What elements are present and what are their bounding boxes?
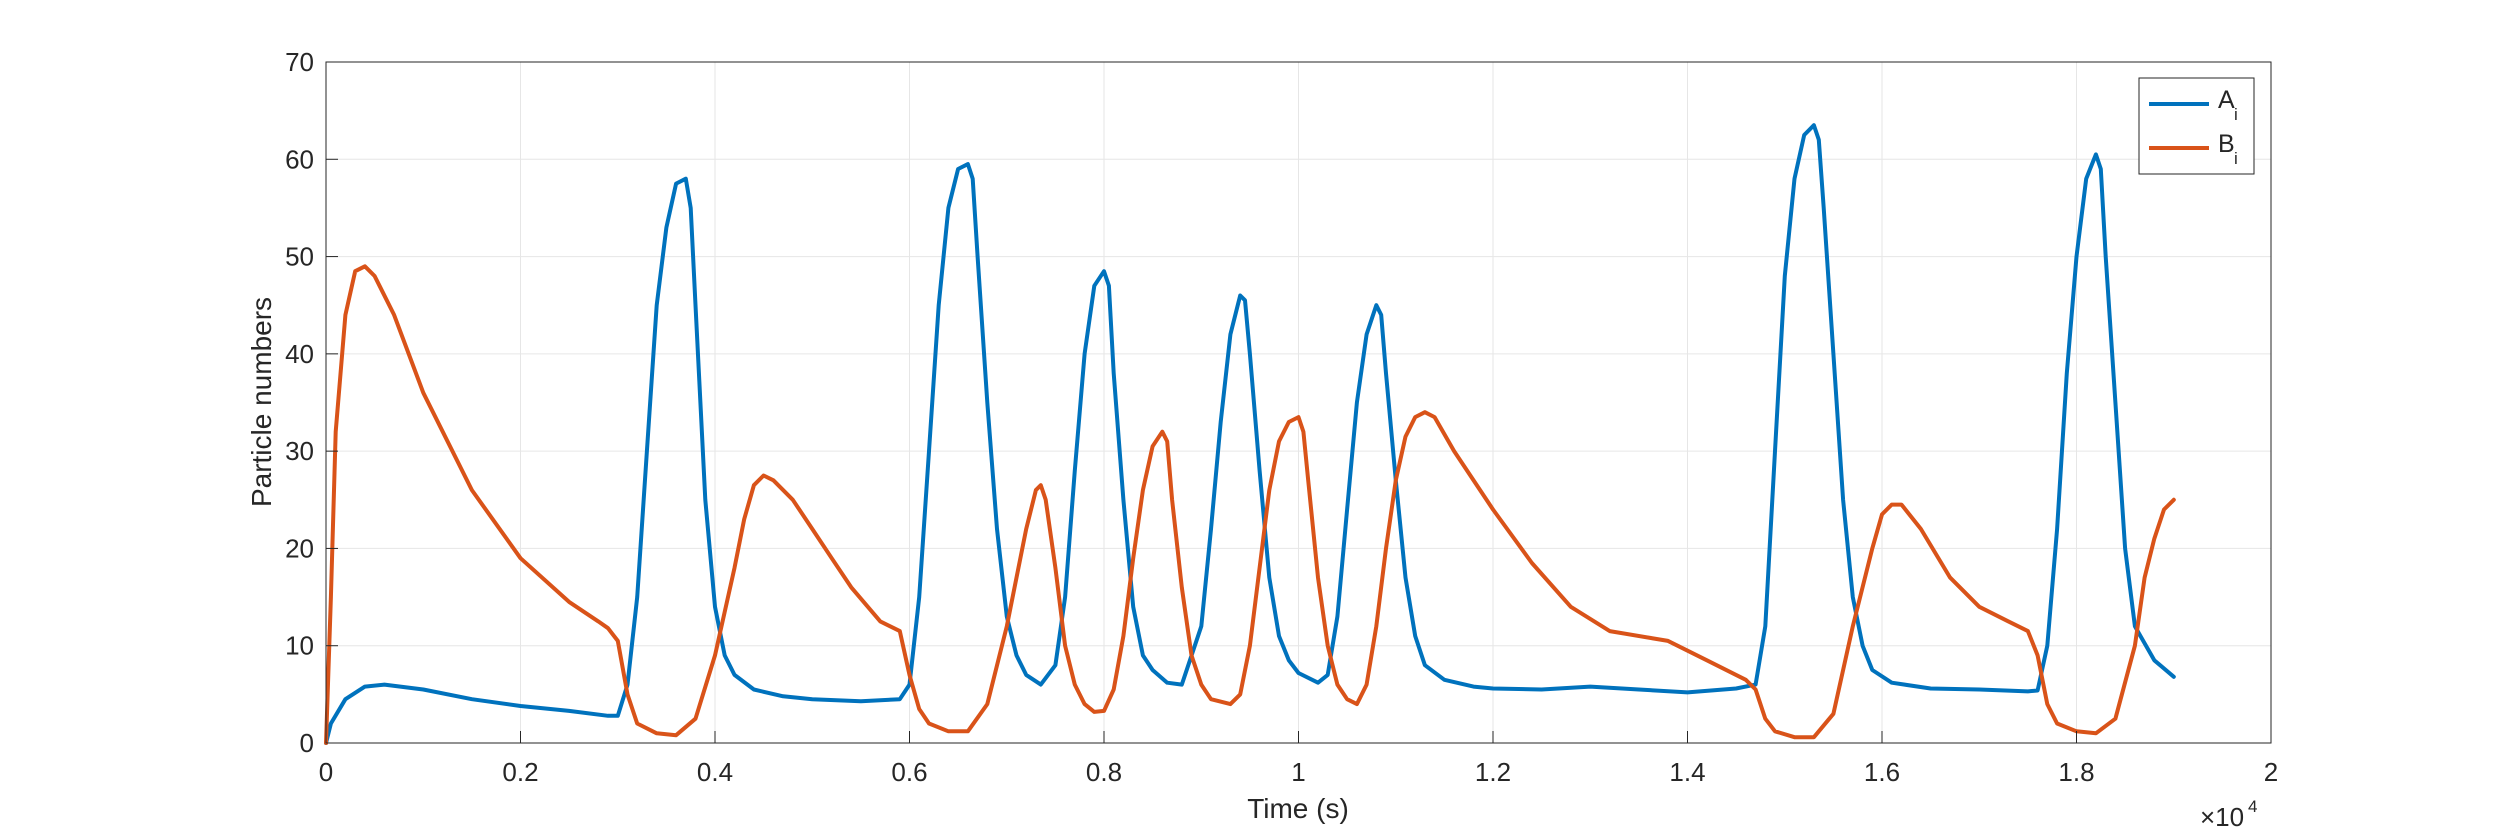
series-line-b [324, 264, 2176, 745]
x-tick-label: 0.2 [502, 757, 538, 787]
x-tick-label: 0.8 [1086, 757, 1122, 787]
y-tick-label: 30 [285, 436, 314, 466]
x-axis-exponent: ×10 4 [2200, 797, 2257, 832]
legend-label-a: A [2218, 86, 2235, 114]
legend-subscript-a: i [2234, 105, 2238, 124]
x-tick-label: 2 [2264, 757, 2278, 787]
legend-box [2138, 77, 2255, 175]
y-tick-label: 10 [285, 631, 314, 661]
x-axis-exponent-power: 4 [2248, 797, 2257, 816]
y-tick-label: 50 [285, 242, 314, 272]
x-tick-label: 0.4 [697, 757, 733, 787]
x-tick-label: 1.4 [1669, 757, 1705, 787]
legend-subscript-b: i [2234, 149, 2238, 168]
data-series [324, 123, 2176, 745]
x-axis-title: Time (s) [1247, 793, 1349, 824]
y-tick-label: 60 [285, 144, 314, 174]
x-tick-label: 0.6 [891, 757, 927, 787]
series-line-a [324, 123, 2176, 745]
legend: A i B i [2138, 77, 2255, 175]
y-axis-title: Particle numbers [246, 297, 277, 507]
y-tick-label: 0 [300, 728, 314, 758]
y-tick-label: 70 [285, 47, 314, 77]
x-tick-label: 0 [319, 757, 333, 787]
axis-ticks: 0 0.2 0.4 0.6 0.8 1 1.2 1.4 1.6 1.8 20102030405060… [285, 47, 2278, 787]
x-tick-label: 1.2 [1475, 757, 1511, 787]
x-tick-label: 1.8 [2058, 757, 2094, 787]
x-tick-label: 1.6 [1864, 757, 1900, 787]
x-tick-label: 1 [1291, 757, 1305, 787]
y-tick-label: 40 [285, 339, 314, 369]
y-tick-label: 20 [285, 533, 314, 563]
x-axis-exponent-base: ×10 [2200, 802, 2244, 832]
legend-label-b: B [2218, 130, 2235, 158]
